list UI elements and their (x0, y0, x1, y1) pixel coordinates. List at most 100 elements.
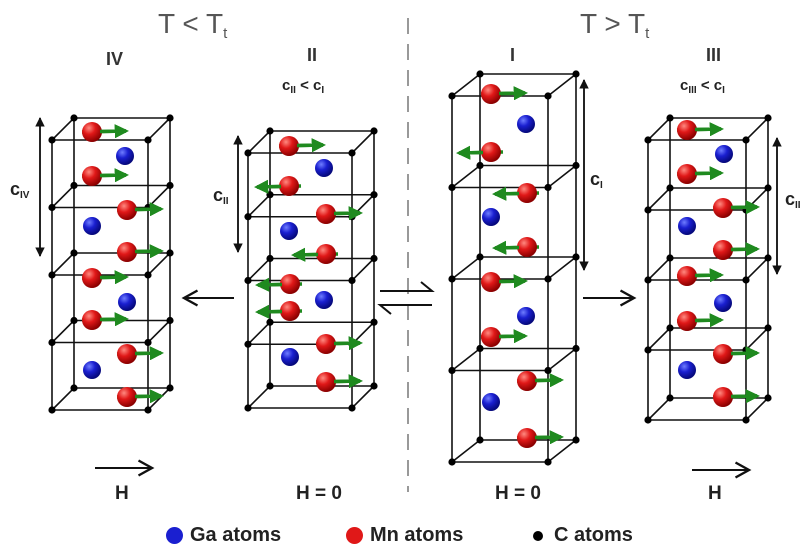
s1-7-moment-tip (534, 430, 564, 445)
s1-6-moment-tip (534, 373, 564, 388)
s3-3-mn-atom (713, 240, 733, 260)
s1-c-atom-1-3 (476, 161, 484, 170)
s4-4-moment-tip (99, 270, 129, 285)
s1-c-atom-3-0 (448, 366, 456, 375)
s2-0-ga-atom (315, 159, 333, 177)
s4-c-atom-3-0 (48, 338, 56, 347)
s1-5-mn-atom (481, 327, 501, 347)
s2-c-atom-0-2 (370, 127, 378, 135)
s4-2-ga-atom (118, 293, 136, 311)
s2-c-atom-4-2 (370, 382, 378, 390)
s3-3-moment-tip (730, 242, 760, 257)
s4-c-atom-1-3 (70, 181, 78, 190)
s3-c-atom-4-1 (742, 416, 750, 424)
s3-c-atom-0-1 (742, 136, 750, 144)
condition-iii: cIII < cI (680, 77, 725, 96)
s4-2-moment-tip (134, 202, 164, 217)
s4-c-atom-4-2 (166, 384, 174, 392)
s2-5-mn-atom (280, 301, 300, 321)
s4-ring-0 (50, 117, 172, 141)
s1-0-mn-atom (481, 84, 501, 104)
s3-2-moment-tip (730, 200, 760, 215)
s1-c-atom-4-1 (544, 458, 552, 466)
s4-0-moment-tip (99, 124, 129, 139)
s1-ring-3 (449, 347, 579, 372)
s4-ring-3 (50, 319, 172, 344)
s4-5-mn-atom (82, 310, 102, 330)
s1-1-ga-atom (482, 208, 500, 226)
field-label-iv: H (115, 483, 129, 504)
s2-0-moment-tip (296, 138, 326, 153)
s1-3-ga-atom (482, 393, 500, 411)
s4-c-atom-1-0 (48, 203, 56, 212)
s2-ring-3 (246, 321, 376, 346)
s2-2-ga-atom (315, 291, 333, 309)
s4-c-atom-0-3 (70, 114, 78, 122)
field-label-iii: H (708, 483, 722, 504)
s1-c-atom-1-1 (544, 183, 552, 192)
s1-c-atom-0-0 (448, 92, 456, 100)
s2-3-moment-tip (291, 247, 319, 262)
s3-1-moment-tip (694, 166, 724, 181)
s3-c-atom-2-0 (644, 276, 652, 284)
s1-c-atom-3-1 (544, 366, 552, 375)
ga-atom-icon (166, 527, 183, 544)
s4-ring-4 (50, 387, 172, 411)
s3-2-ga-atom (714, 294, 732, 312)
s1-7-mn-atom (517, 428, 537, 448)
s3-c-atom-2-3 (666, 254, 674, 262)
s2-c-atom-0-3 (266, 127, 274, 135)
s3-c-atom-0-3 (666, 114, 674, 122)
s4-6-moment-tip (134, 346, 164, 361)
s3-c-atom-3-2 (764, 324, 772, 332)
header-low-temp: T < Tt (158, 8, 228, 42)
s3-c-atom-3-3 (666, 324, 674, 332)
s1-c-atom-0-2 (572, 70, 580, 78)
s1-c-atom-4-3 (476, 436, 484, 444)
s2-1-mn-atom (279, 176, 299, 196)
c-atom-icon (533, 531, 543, 541)
s4-c-atom-4-1 (144, 406, 152, 414)
s2-1-ga-atom (280, 222, 298, 240)
s4-3-mn-atom (117, 242, 137, 262)
s2-c-atom-0-0 (244, 149, 252, 157)
s3-c-atom-0-0 (644, 136, 652, 144)
s3-c-atom-4-3 (666, 394, 674, 402)
s2-c-atom-1-0 (244, 213, 252, 221)
s1-c-atom-2-2 (572, 253, 580, 261)
s2-4-mn-atom (280, 274, 300, 294)
s2-c-atom-2-1 (348, 276, 356, 285)
s4-1-ga-atom (83, 217, 101, 235)
structure-label-ii: II (307, 45, 318, 65)
s2-c-atom-3-3 (266, 318, 274, 326)
s2-c-atom-2-0 (244, 276, 252, 285)
s2-3-mn-atom (316, 244, 336, 264)
s1-3-moment-tip (492, 240, 520, 255)
s3-6-mn-atom (713, 344, 733, 364)
s1-3-mn-atom (517, 237, 537, 257)
s4-4-mn-atom (82, 268, 102, 288)
s4-ring-2 (50, 252, 172, 276)
s2-c-atom-4-1 (348, 404, 356, 412)
field-label-i: H = 0 (495, 483, 541, 504)
c-label-iv: cIV (10, 179, 30, 201)
s1-c-atom-1-0 (448, 183, 456, 192)
s2-ring-4 (246, 385, 376, 409)
s3-6-moment-tip (730, 346, 760, 361)
s2-2-mn-atom (316, 204, 336, 224)
equilibrium-forward-arrow (380, 281, 435, 292)
field-label-ii: H = 0 (296, 483, 342, 504)
s3-5-moment-tip (694, 313, 724, 328)
s4-c-atom-2-1 (144, 271, 152, 279)
s4-ring-1 (50, 184, 172, 209)
s3-5-mn-atom (677, 311, 697, 331)
s2-2-moment-tip (333, 206, 363, 221)
s2-c-atom-1-3 (266, 191, 274, 199)
s1-2-mn-atom (517, 183, 537, 203)
s4-c-atom-3-2 (166, 316, 174, 325)
s3-c-atom-3-0 (644, 346, 652, 354)
s4-7-mn-atom (117, 387, 137, 407)
s3-c-atom-4-2 (764, 394, 772, 402)
s1-ring-2 (449, 256, 579, 280)
